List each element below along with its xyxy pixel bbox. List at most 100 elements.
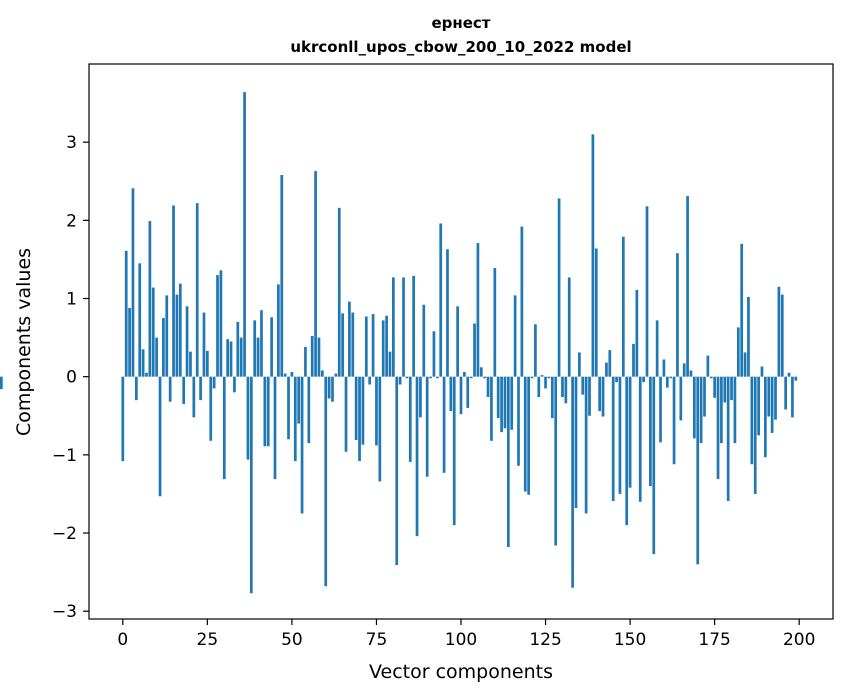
bar	[611, 376, 615, 501]
bar	[293, 376, 297, 462]
bar	[466, 376, 470, 408]
chart-title: ернест	[431, 14, 490, 32]
bar	[784, 376, 788, 410]
y-tick-label: 2	[66, 211, 77, 231]
bar	[753, 376, 757, 494]
bar	[659, 376, 662, 443]
axes-group: 0 25 50 75 100 125 150 175 200 −3 −2 −1 0 1 2 3	[52, 133, 815, 650]
bar	[317, 337, 321, 377]
bar	[158, 376, 162, 497]
bar	[547, 376, 551, 379]
bar	[561, 376, 564, 397]
bar	[375, 376, 378, 446]
bar	[730, 376, 733, 401]
y-tick-label: 1	[66, 290, 77, 310]
bar	[764, 376, 767, 458]
bar	[304, 346, 307, 377]
bar	[517, 376, 520, 466]
bar	[138, 263, 142, 377]
bar	[473, 323, 476, 377]
x-tick-label: 150	[614, 630, 646, 650]
bar	[337, 207, 341, 377]
bar	[358, 376, 361, 462]
bar	[206, 350, 209, 377]
bar	[456, 306, 459, 377]
bar	[155, 337, 158, 377]
bar	[432, 331, 436, 377]
bar	[490, 376, 493, 441]
bar	[419, 376, 422, 418]
bar	[703, 376, 706, 417]
bar	[408, 376, 412, 462]
bar	[486, 376, 490, 397]
bar	[716, 376, 720, 480]
bar	[300, 376, 304, 514]
bar	[767, 376, 771, 417]
bar	[591, 134, 595, 377]
bar	[686, 196, 689, 377]
bar	[148, 221, 152, 377]
bar	[439, 223, 443, 377]
bar	[733, 376, 737, 444]
bar	[233, 376, 236, 393]
bar	[246, 376, 250, 460]
bar	[550, 376, 554, 419]
bar	[720, 376, 723, 444]
bar	[446, 249, 449, 377]
bar	[222, 376, 226, 480]
bar	[165, 295, 169, 377]
bar	[506, 376, 510, 548]
bar	[415, 376, 419, 537]
bar	[682, 363, 686, 377]
bar	[226, 339, 230, 377]
y-tick-label: 3	[66, 133, 77, 153]
bar	[476, 243, 480, 377]
bar	[632, 343, 635, 377]
bar	[178, 283, 182, 377]
bar	[385, 315, 388, 377]
bar	[327, 376, 331, 399]
bar	[277, 284, 280, 377]
bar	[567, 277, 571, 377]
bar	[331, 376, 334, 402]
bar	[530, 376, 534, 379]
bar	[141, 349, 145, 377]
bar	[199, 376, 202, 401]
bar	[270, 317, 273, 377]
bar	[594, 248, 598, 377]
bar	[676, 253, 679, 377]
bar	[398, 376, 402, 385]
x-tick-label: 175	[698, 630, 730, 650]
bar	[621, 236, 625, 377]
bar	[236, 321, 240, 377]
bar	[182, 376, 186, 405]
bar	[615, 376, 618, 383]
bar	[412, 275, 416, 377]
bar	[503, 376, 507, 429]
bar	[297, 376, 301, 424]
bar	[757, 376, 760, 436]
bar	[706, 355, 710, 377]
bar	[243, 92, 246, 377]
bar	[523, 376, 527, 492]
bar	[253, 320, 257, 377]
bar	[483, 376, 487, 379]
bar	[760, 366, 764, 377]
bar	[361, 376, 365, 445]
bar	[121, 376, 125, 462]
bar	[334, 373, 338, 377]
bar	[216, 275, 219, 377]
bar	[314, 171, 317, 377]
bar	[381, 320, 385, 377]
bar	[402, 277, 405, 377]
bar	[692, 376, 696, 439]
bar	[128, 307, 131, 377]
bar	[578, 352, 581, 377]
bar	[777, 286, 781, 377]
bar	[189, 351, 192, 377]
bar	[598, 376, 602, 412]
bar	[544, 376, 547, 389]
bar	[540, 375, 544, 377]
bar	[449, 376, 453, 412]
